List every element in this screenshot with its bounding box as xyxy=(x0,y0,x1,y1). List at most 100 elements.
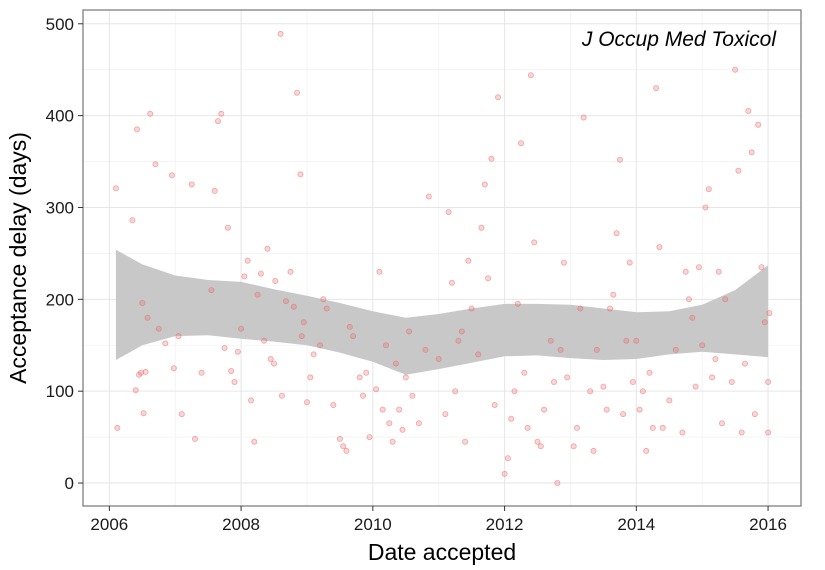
data-point xyxy=(343,447,350,454)
data-point xyxy=(175,333,182,340)
data-point xyxy=(402,374,409,381)
data-point xyxy=(766,310,773,317)
x-tick-label: 2006 xyxy=(90,515,128,534)
y-tick-label: 200 xyxy=(46,290,74,309)
data-point xyxy=(137,369,144,376)
data-point xyxy=(745,108,752,115)
data-point xyxy=(261,337,268,344)
data-point xyxy=(613,230,620,237)
data-point xyxy=(765,378,772,385)
data-point xyxy=(144,314,151,321)
data-point xyxy=(765,429,772,436)
data-point xyxy=(761,319,768,326)
data-point xyxy=(686,296,693,303)
data-point xyxy=(409,392,416,399)
data-point xyxy=(254,291,261,298)
data-point xyxy=(758,264,765,271)
data-point xyxy=(142,368,149,375)
data-point xyxy=(653,85,660,92)
x-tick-label: 2014 xyxy=(617,515,655,534)
data-point xyxy=(560,259,567,266)
x-tick-label: 2012 xyxy=(486,515,524,534)
data-point xyxy=(682,268,689,275)
data-point xyxy=(465,257,472,264)
data-point xyxy=(356,374,363,381)
data-point xyxy=(218,110,225,117)
data-point xyxy=(147,110,154,117)
data-point xyxy=(610,291,617,298)
data-point xyxy=(448,279,455,286)
data-point xyxy=(564,374,571,381)
data-point xyxy=(290,303,297,310)
data-point xyxy=(491,401,498,408)
data-point xyxy=(702,204,709,211)
data-point xyxy=(534,438,541,445)
data-point xyxy=(616,156,623,163)
data-point xyxy=(178,411,185,418)
y-tick-label: 500 xyxy=(46,15,74,34)
data-point xyxy=(722,296,729,303)
data-point xyxy=(511,388,518,395)
y-tick-label: 0 xyxy=(65,474,74,493)
data-point xyxy=(742,360,749,367)
data-point xyxy=(695,264,702,271)
data-point xyxy=(278,392,285,399)
data-point xyxy=(277,30,284,37)
data-point xyxy=(188,181,195,188)
data-point xyxy=(297,171,304,178)
data-point xyxy=(228,367,235,374)
data-point xyxy=(475,351,482,358)
data-point xyxy=(755,121,762,128)
data-point xyxy=(521,369,528,376)
data-point xyxy=(524,424,531,431)
data-point xyxy=(531,239,538,246)
data-point xyxy=(481,181,488,188)
journal-annotation: J Occup Med Toxicol xyxy=(581,28,777,51)
data-point xyxy=(699,342,706,349)
data-point xyxy=(155,325,162,332)
data-point xyxy=(639,388,646,395)
data-point xyxy=(692,383,699,390)
data-point xyxy=(340,443,347,450)
data-point xyxy=(445,209,452,216)
data-point xyxy=(363,369,370,376)
x-axis-title: Date accepted xyxy=(368,539,516,565)
data-point xyxy=(577,305,584,312)
data-point xyxy=(112,185,119,192)
data-point xyxy=(462,438,469,445)
data-point xyxy=(735,167,742,174)
data-point xyxy=(257,270,264,277)
data-point xyxy=(689,314,696,321)
data-point xyxy=(452,388,459,395)
data-point xyxy=(715,268,722,275)
data-point xyxy=(659,424,666,431)
data-point xyxy=(504,455,511,462)
data-point xyxy=(728,378,735,385)
data-point xyxy=(272,277,279,284)
data-point xyxy=(287,268,294,275)
data-point xyxy=(303,399,310,406)
data-point xyxy=(656,243,663,250)
data-point xyxy=(300,319,307,326)
data-points xyxy=(112,30,773,486)
data-point xyxy=(514,300,521,307)
y-tick-label: 300 xyxy=(46,198,74,217)
data-point xyxy=(323,305,330,312)
data-point xyxy=(350,333,357,340)
data-point xyxy=(294,89,301,96)
data-point xyxy=(494,94,501,101)
x-tick-label: 2010 xyxy=(354,515,392,534)
data-point xyxy=(224,224,231,231)
data-point xyxy=(298,333,305,340)
plot-panel xyxy=(83,10,801,506)
data-point xyxy=(580,114,587,121)
data-point xyxy=(501,470,508,477)
data-point xyxy=(264,245,271,252)
data-point xyxy=(527,72,534,79)
data-point xyxy=(643,447,650,454)
data-point xyxy=(152,161,159,168)
data-point xyxy=(129,217,136,224)
data-point xyxy=(231,378,238,385)
x-tick-label: 2016 xyxy=(749,515,787,534)
data-point xyxy=(478,224,485,231)
